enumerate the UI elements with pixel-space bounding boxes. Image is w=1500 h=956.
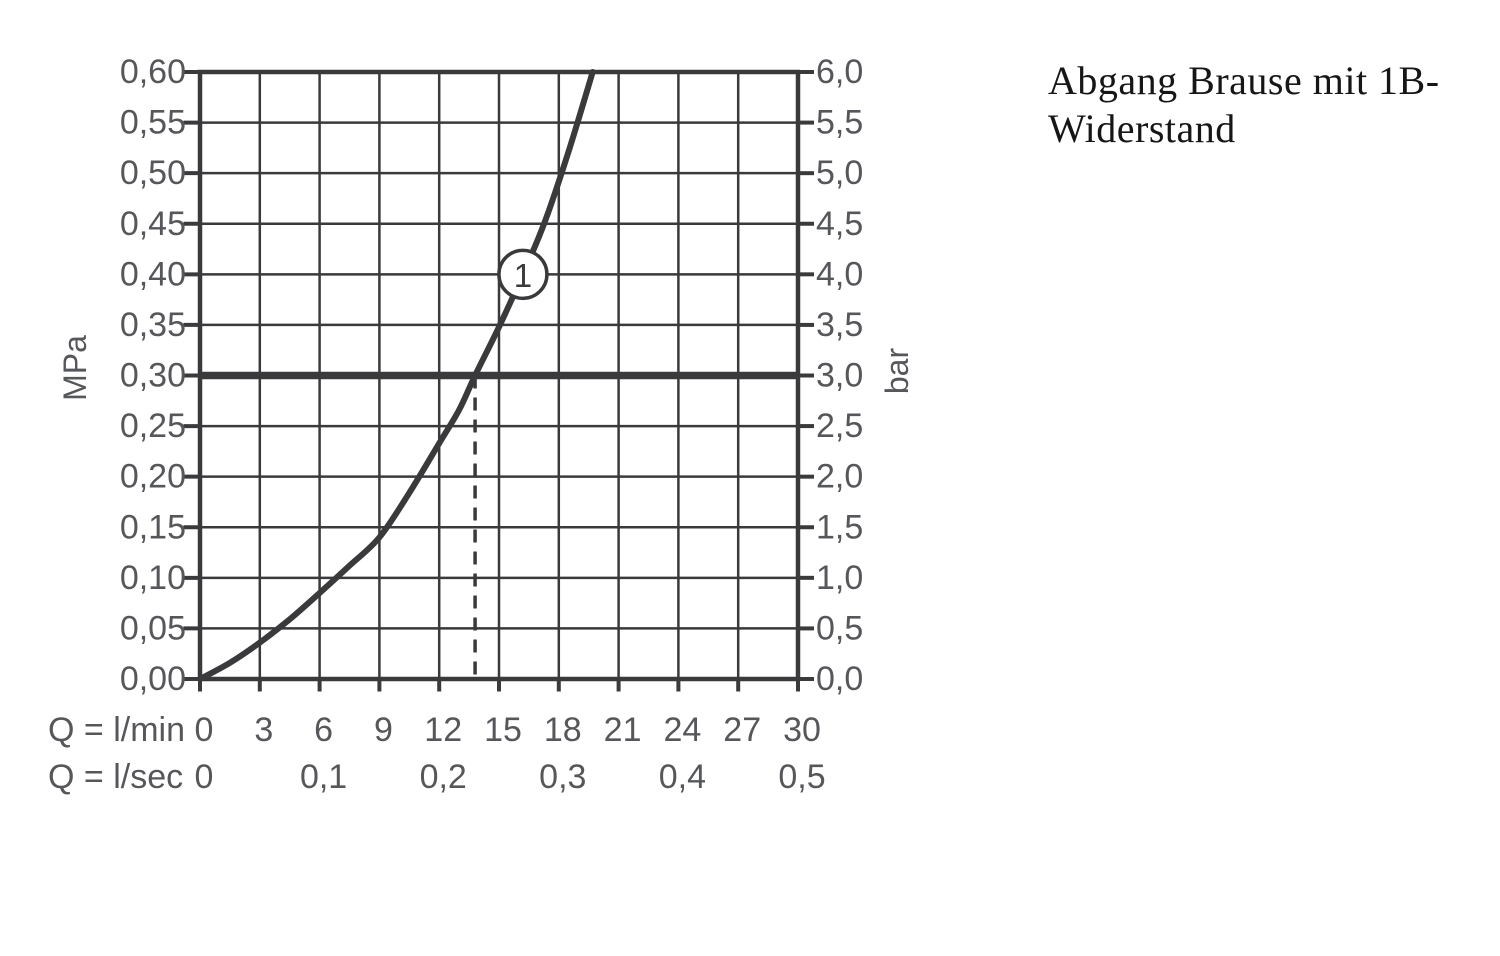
- x-lmin-tick-label: 9: [374, 711, 393, 749]
- y-left-tick-label: 0,25: [120, 407, 186, 445]
- y-right-tick-label: 3,0: [816, 357, 863, 395]
- y-right-tick-label: 4,0: [816, 255, 863, 293]
- y-right-tick-label: 0,5: [816, 609, 863, 647]
- y-left-tick-label: 0,20: [120, 458, 186, 496]
- x-lmin-tick-label: 21: [604, 711, 642, 749]
- y-left-tick-label: 0,00: [120, 660, 186, 698]
- y-left-unit-label: MPa: [57, 335, 93, 401]
- chart-title-line2: Widerstand: [1048, 106, 1236, 151]
- y-left-tick-label: 0,30: [120, 357, 186, 395]
- x-lmin-tick-label: 15: [484, 711, 522, 749]
- y-right-tick-label: 6,0: [816, 53, 863, 91]
- y-right-tick-label: 5,5: [816, 104, 863, 142]
- x-lsec-tick-label: 0: [195, 758, 214, 796]
- chart-title: Abgang Brause mit 1B- Widerstand: [1048, 57, 1468, 153]
- y-right-tick-label: 5,0: [816, 154, 863, 192]
- y-left-tick-label: 0,35: [120, 306, 186, 344]
- y-right-tick-label: 1,0: [816, 559, 863, 597]
- flow-curve: [197, 69, 596, 682]
- x-lmin-tick-label: 24: [663, 711, 701, 749]
- x-lmin-tick-label: 6: [314, 711, 333, 749]
- y-right-tick-label: 1,5: [816, 508, 863, 546]
- y-left-tick-label: 0,10: [120, 559, 186, 597]
- x-lmin-tick-label: 12: [424, 711, 462, 749]
- x-lsec-tick-label: 0,2: [420, 758, 467, 796]
- curve-annotation-circle: [497, 248, 549, 301]
- y-left-tick-label: 0,15: [120, 508, 186, 546]
- x-axis-caption-lsec: Q = l/sec: [48, 758, 183, 796]
- x-lsec-tick-label: 0,5: [778, 758, 825, 796]
- y-right-unit-label: bar: [879, 348, 915, 395]
- y-left-tick-label: 0,55: [120, 104, 186, 142]
- y-left-tick-label: 0,05: [120, 609, 186, 647]
- y-right-tick-label: 2,5: [816, 407, 863, 445]
- x-lsec-tick-label: 0,4: [659, 758, 706, 796]
- y-left-tick-label: 0,50: [120, 154, 186, 192]
- x-axis-caption-lmin: Q = l/min: [48, 711, 185, 749]
- x-lsec-tick-label: 0,3: [539, 758, 586, 796]
- chart-title-line1: Abgang Brause mit 1B-: [1048, 58, 1440, 103]
- y-right-tick-label: 2,0: [816, 458, 863, 496]
- x-lmin-tick-label: 0: [195, 711, 214, 749]
- x-lsec-tick-label: 0,1: [300, 758, 347, 796]
- y-left-tick-label: 0,45: [120, 205, 186, 243]
- x-lmin-tick-label: 18: [544, 711, 582, 749]
- y-right-tick-label: 3,5: [816, 306, 863, 344]
- x-lmin-tick-label: 30: [783, 711, 821, 749]
- y-right-tick-label: 0,0: [816, 660, 863, 698]
- curve-annotation-label: 1: [514, 257, 532, 294]
- y-left-tick-label: 0,40: [120, 255, 186, 293]
- y-right-tick-label: 4,5: [816, 205, 863, 243]
- x-lmin-tick-label: 3: [254, 711, 273, 749]
- x-lmin-tick-label: 27: [723, 711, 761, 749]
- y-left-tick-label: 0,60: [120, 53, 186, 91]
